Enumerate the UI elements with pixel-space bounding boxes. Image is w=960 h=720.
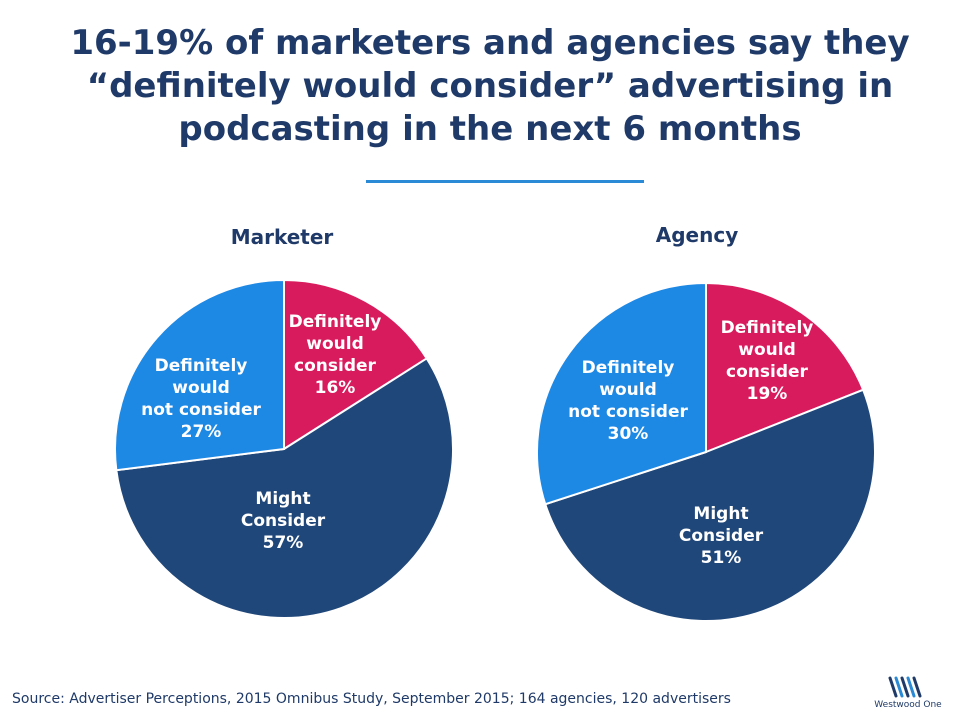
data-label-line: Definitely: [721, 318, 814, 338]
data-label-line: consider: [294, 356, 377, 376]
data-label-line: Might: [255, 489, 310, 509]
data-label-value: 51%: [701, 548, 742, 568]
agency-slice-label-definitely-would-not-consider: Definitely would not consider 30%: [568, 358, 688, 444]
agency-slice-definitely-would-not-consider: [536, 281, 707, 506]
title-divider: [366, 180, 644, 183]
data-label-value: 19%: [747, 384, 788, 404]
data-label-line: would: [172, 378, 229, 398]
data-label-line: consider: [726, 362, 809, 382]
page-title: 16-19% of marketers and agencies say the…: [70, 23, 910, 149]
data-label-value: 57%: [263, 533, 304, 553]
data-label-value: 16%: [315, 378, 356, 398]
data-label-line: Definitely: [289, 312, 382, 332]
agency-slice-label-definitely-would-consider: Definitely would consider 19%: [721, 318, 814, 404]
data-label-line: Definitely: [582, 358, 675, 378]
logo-icon: [888, 676, 922, 698]
marketer-slice-label-definitely-would-consider: Definitely would consider 16%: [289, 312, 382, 398]
marketer-slice-might-consider: [115, 357, 454, 619]
marketer-pie: Definitely would consider 16%Might Consider 5…: [113, 278, 454, 619]
data-label-line: Consider: [679, 526, 764, 546]
agency-slice-definitely-would-consider: [705, 281, 865, 454]
data-label-line: would: [599, 380, 656, 400]
data-label-line: Might: [693, 504, 748, 524]
data-label-line: Definitely: [155, 356, 248, 376]
agency-pie: Definitely would consider 19%Might Consider 5…: [536, 281, 877, 622]
marketer-slice-label-might-consider: Might Consider 57%: [241, 489, 326, 553]
data-label-line: not consider: [141, 400, 261, 420]
data-label-line: Consider: [241, 511, 326, 531]
marketer-slice-definitely-would-not-consider: [113, 278, 285, 472]
source-note: Source: Advertiser Perceptions, 2015 Omn…: [12, 691, 731, 707]
data-label-value: 30%: [608, 424, 649, 444]
data-label-value: 27%: [181, 422, 222, 442]
data-label-line: would: [306, 334, 363, 354]
data-label-line: not consider: [568, 402, 688, 422]
marketer-slice-definitely-would-consider: [283, 278, 429, 451]
westwood-one-logo: Westwood One: [868, 672, 948, 714]
data-label-line: would: [738, 340, 795, 360]
agency-slice-might-consider: [544, 388, 877, 622]
marketer-slice-label-definitely-would-not-consider: Definitely would not consider 27%: [141, 356, 261, 442]
logo-text: Westwood One: [874, 700, 942, 710]
agency-slice-label-might-consider: Might Consider 51%: [679, 504, 764, 568]
marketer-chart-title: Marketer: [230, 225, 334, 249]
agency-chart-title: Agency: [655, 223, 739, 247]
